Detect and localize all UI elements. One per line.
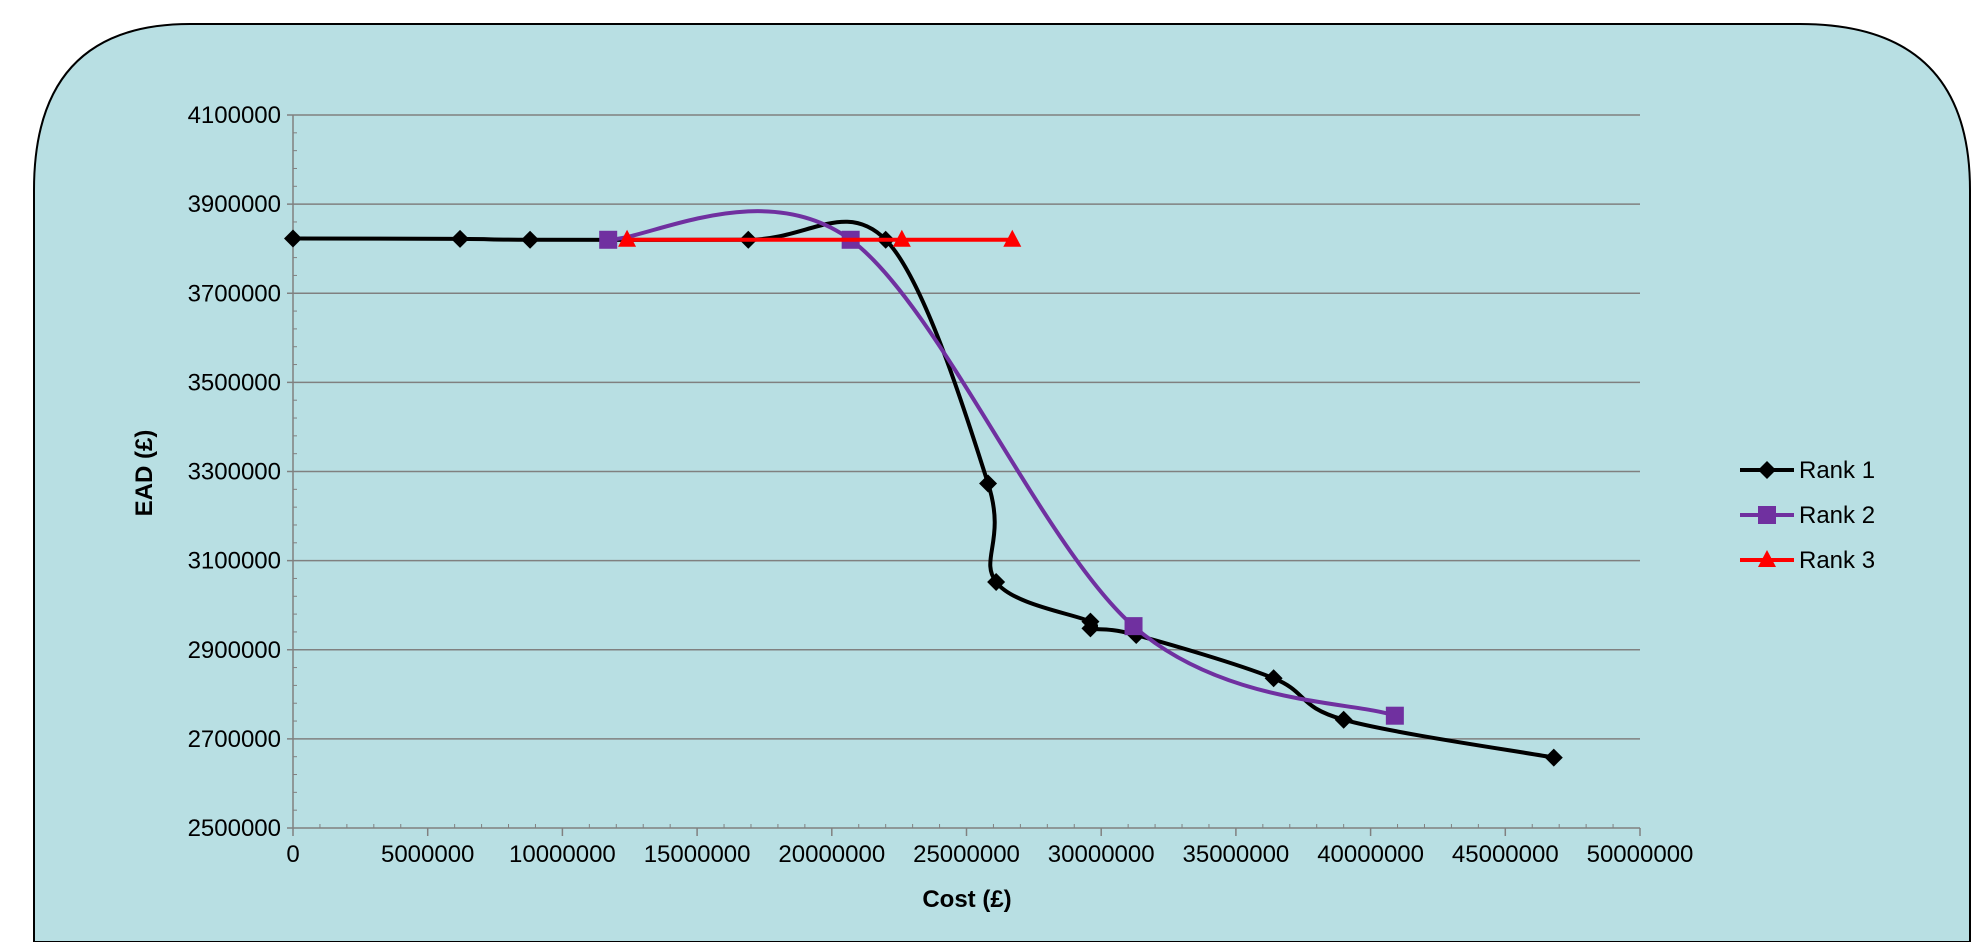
legend-label: Rank 2 — [1799, 502, 1875, 529]
series-1-point — [1334, 710, 1353, 729]
series-3-point — [618, 229, 637, 247]
x-tick-label: 30000000 — [1048, 841, 1155, 868]
series-2 — [599, 209, 1404, 725]
gridlines — [293, 114, 1640, 740]
y-tick-label: 2500000 — [188, 815, 281, 842]
x-tick-label: 50000000 — [1587, 841, 1694, 868]
y-tick-label: 2900000 — [188, 637, 281, 664]
axes: 2500000 2700000 2900000 3100000 3300000 35000… — [188, 102, 1694, 868]
legend-point — [1758, 506, 1776, 524]
y-tick-label: 2700000 — [188, 726, 281, 753]
legend-item: Rank 3 — [1740, 547, 1875, 574]
y-tick-label: 4100000 — [188, 102, 281, 129]
legend-item: Rank 2 — [1740, 502, 1875, 529]
legend-item: Rank 1 — [1740, 457, 1875, 484]
x-tick-label: 15000000 — [644, 841, 751, 868]
series-2-point — [599, 230, 618, 249]
series-2-point — [1385, 706, 1404, 725]
y-axis-title: EAD (£) — [131, 430, 158, 517]
legend-label: Rank 3 — [1799, 547, 1875, 574]
x-tick-label: 10000000 — [509, 841, 616, 868]
y-tick-label: 3100000 — [188, 548, 281, 575]
legend-label: Rank 1 — [1799, 457, 1875, 484]
series-1-point — [987, 573, 1006, 592]
series-1-point — [979, 474, 998, 493]
chart-area-background — [33, 23, 1971, 942]
series-1-point — [451, 229, 470, 248]
y-tick-label: 3300000 — [188, 459, 281, 486]
series-1-point — [521, 230, 540, 249]
y-tick-label: 3700000 — [188, 280, 281, 307]
series-1-point — [1264, 669, 1283, 688]
x-tick-label: 5000000 — [381, 841, 474, 868]
series-2-line — [608, 209, 1396, 718]
x-tick-label: 45000000 — [1452, 841, 1559, 868]
legend: Rank 1 Rank 2 Rank 3 — [1740, 457, 1875, 574]
series-2-point — [1124, 617, 1143, 636]
x-tick-label: 25000000 — [913, 841, 1020, 868]
series-3-point — [892, 229, 911, 247]
x-axis-title: Cost (£) — [922, 886, 1011, 913]
x-tick-label: 0 — [286, 841, 299, 868]
legend-point — [1758, 461, 1776, 479]
plot-area — [284, 209, 1563, 767]
series-3 — [618, 229, 1022, 247]
series-1-point — [1081, 619, 1100, 638]
x-tick-label: 40000000 — [1317, 841, 1424, 868]
series-3-point — [1003, 229, 1022, 247]
series-1-point — [284, 229, 302, 248]
legend-point — [1758, 550, 1776, 567]
y-tick-label: 3500000 — [188, 369, 281, 396]
y-tick-label: 3900000 — [188, 191, 281, 218]
series-1-point — [1544, 748, 1563, 767]
x-tick-label: 20000000 — [778, 841, 885, 868]
x-tick-label: 35000000 — [1183, 841, 1290, 868]
